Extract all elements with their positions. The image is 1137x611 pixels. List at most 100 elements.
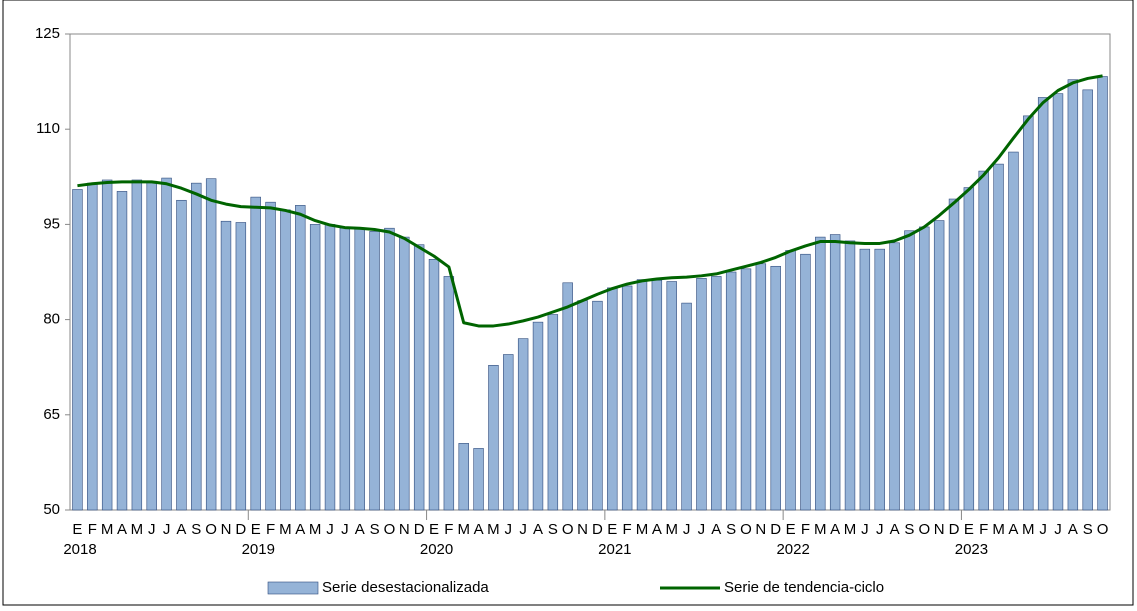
x-tick-label: A	[652, 521, 662, 538]
bar	[800, 253, 811, 511]
x-tick-label: N	[755, 521, 766, 538]
bar	[978, 170, 989, 511]
x-tick-label: A	[830, 521, 840, 538]
x-tick-label: J	[698, 521, 706, 538]
x-tick-label: F	[979, 521, 988, 538]
bar	[725, 271, 737, 511]
bar	[621, 285, 633, 511]
x-tick-label: O	[384, 521, 396, 538]
bar	[428, 259, 440, 511]
x-tick-label: D	[235, 521, 246, 538]
bar	[666, 281, 677, 511]
year-label: 2020	[420, 541, 453, 558]
x-tick-label: M	[131, 521, 144, 538]
bar	[503, 354, 514, 511]
bar	[1097, 76, 1108, 511]
year-label: 2018	[63, 541, 96, 558]
x-tick-label: J	[163, 521, 171, 538]
bar	[785, 250, 796, 511]
bar	[1067, 79, 1079, 511]
bar	[176, 199, 187, 511]
x-tick-label: S	[904, 521, 914, 538]
y-tick-label: 110	[36, 120, 60, 137]
legend-label: Serie de tendencia-ciclo	[724, 579, 884, 596]
x-tick-label: M	[487, 521, 500, 538]
bar	[1023, 115, 1034, 511]
bar	[488, 364, 499, 511]
x-tick-label: S	[548, 521, 558, 538]
y-tick-label: 125	[35, 25, 60, 42]
year-label: 2022	[776, 541, 809, 558]
bar	[1052, 93, 1064, 511]
bar	[562, 282, 573, 511]
x-tick-label: D	[592, 521, 603, 538]
bar	[220, 220, 232, 511]
bar	[711, 276, 722, 511]
year-label: 2021	[598, 541, 631, 558]
x-tick-label: M	[844, 521, 857, 538]
year-label: 2019	[242, 541, 275, 558]
plot-area	[69, 33, 1111, 511]
y-tick-label: 50	[43, 501, 60, 518]
x-tick-label: S	[726, 521, 736, 538]
bar	[904, 230, 915, 511]
bar	[250, 196, 261, 511]
bar	[384, 227, 395, 511]
x-tick-label: D	[770, 521, 781, 538]
bar	[295, 205, 306, 511]
bar	[651, 279, 663, 511]
bar	[458, 443, 469, 511]
bar	[681, 302, 692, 511]
x-tick-label: A	[474, 521, 484, 538]
bar	[473, 448, 484, 511]
x-tick-label: J	[326, 521, 334, 538]
legend-label: Serie desestacionalizada	[322, 579, 489, 596]
bar	[696, 278, 707, 511]
x-tick-label: O	[740, 521, 752, 538]
bar	[443, 276, 455, 511]
x-tick-label: F	[88, 521, 97, 538]
bar	[265, 201, 276, 511]
x-tick-label: E	[251, 521, 261, 538]
x-tick-label: J	[1039, 521, 1047, 538]
bar	[547, 314, 559, 511]
x-tick-label: F	[623, 521, 632, 538]
x-tick-label: A	[1008, 521, 1018, 538]
y-tick-label: 65	[43, 406, 60, 423]
bar	[517, 338, 529, 511]
bar	[577, 300, 588, 511]
x-tick-label: J	[861, 521, 869, 538]
bar	[532, 321, 544, 511]
x-tick-label: O	[205, 521, 217, 538]
x-tick-label: A	[295, 521, 305, 538]
x-tick-label: S	[1083, 521, 1093, 538]
x-tick-label: N	[577, 521, 588, 538]
bar	[1037, 97, 1049, 511]
x-tick-label: M	[992, 521, 1005, 538]
x-tick-label: M	[1022, 521, 1035, 538]
x-tick-label: A	[1068, 521, 1078, 538]
x-tick-label: J	[876, 521, 884, 538]
x-tick-label: O	[918, 521, 930, 538]
x-tick-label: E	[72, 521, 82, 538]
x-tick-label: E	[964, 521, 974, 538]
x-tick-label: J	[148, 521, 156, 538]
x-tick-label: N	[221, 521, 232, 538]
x-tick-label: N	[934, 521, 945, 538]
x-tick-label: N	[399, 521, 410, 538]
bar	[607, 287, 618, 511]
x-tick-label: O	[562, 521, 574, 538]
bar	[87, 182, 98, 511]
bar	[755, 263, 767, 511]
x-tick-label: J	[683, 521, 691, 538]
x-tick-label: M	[814, 521, 827, 538]
x-tick-label: J	[341, 521, 349, 538]
bar	[963, 187, 975, 511]
bar	[339, 227, 351, 511]
bar	[369, 231, 380, 511]
bar	[829, 234, 841, 511]
bar	[948, 198, 960, 511]
bar	[740, 268, 752, 511]
x-tick-label: D	[949, 521, 960, 538]
